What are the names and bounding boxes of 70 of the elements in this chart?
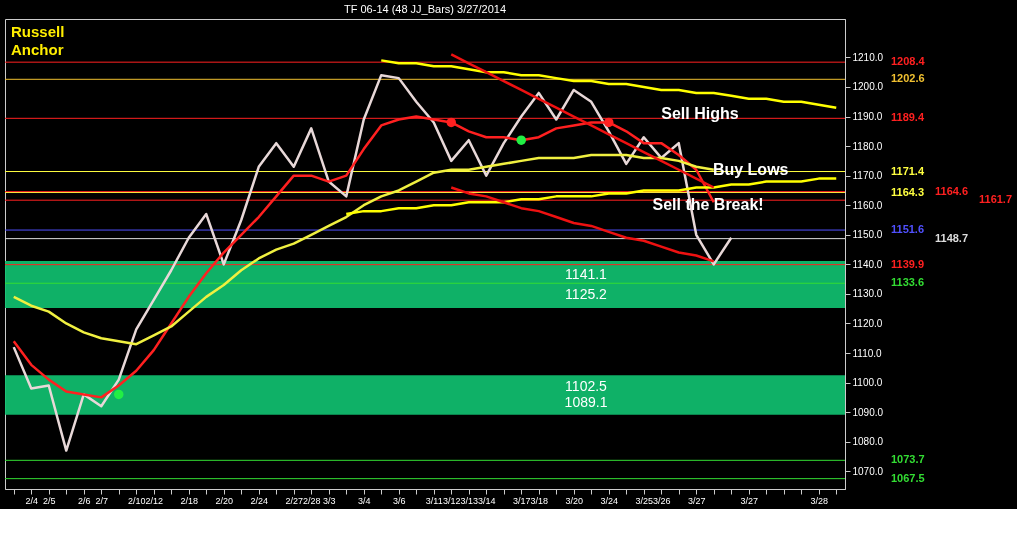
ref-line-label: 1073.7 (891, 453, 925, 466)
x-tick-label: 2/27 (285, 495, 304, 506)
ref-line-label: 1139.9 (891, 257, 925, 270)
y-tick-label: 1160.0 (852, 199, 883, 211)
x-tick-label: 3/20 (565, 495, 584, 506)
x-tick-label: 2/4 (25, 495, 39, 506)
x-tick-label: 2/5 (42, 495, 56, 506)
y-tick-label: 1140.0 (852, 258, 883, 270)
x-tick-label: 3/24 (600, 495, 619, 506)
ref-line-label: 1171.4 (891, 164, 925, 177)
ref-line-label: 1164.6 (935, 184, 969, 197)
y-tick-label: 1190.0 (852, 111, 883, 123)
x-tick-label: 3/14 (477, 495, 496, 506)
x-tick-label: 3/17 (512, 495, 531, 506)
annotation: 1089.1 (564, 394, 608, 411)
ref-line-label: 1067.5 (891, 471, 925, 484)
point (516, 135, 526, 145)
x-tick-label: 2/18 (180, 495, 199, 506)
x-tick-label: 2/20 (215, 495, 234, 506)
y-tick-label: 1210.0 (852, 51, 884, 63)
line-series (380, 59, 838, 109)
x-tick-label: 3/4 (357, 495, 371, 506)
y-tick-label: 1150.0 (852, 229, 883, 241)
point (114, 389, 124, 400)
annotation: 1125.2 (565, 286, 608, 303)
y-tick-label: 1100.0 (852, 377, 883, 389)
x-tick-label: 2/10 (127, 495, 146, 506)
ref-line-label: 1148.7 (935, 231, 969, 244)
y-tick-label: 1090.0 (852, 406, 884, 418)
x-tick-label: 3/27 (687, 495, 706, 506)
annotation: 1141.1 (565, 265, 608, 282)
y-tick-label: 1070.0 (852, 465, 884, 477)
y-tick-label: 1130.0 (852, 288, 883, 300)
annotation: Russell Anchor (11, 23, 65, 58)
x-tick-label: 3/12 (442, 495, 461, 506)
ref-line-label: 1151.6 (891, 223, 925, 236)
ref-line-label: 1208.4 (891, 55, 926, 68)
y-tick-label: 1180.0 (852, 140, 883, 152)
x-tick-label: 2/7 (95, 495, 109, 506)
line-series (345, 177, 838, 216)
annotation: 1102.5 (565, 378, 608, 395)
line-series (450, 186, 715, 263)
ref-line-label: 1161.7 (979, 193, 1013, 206)
x-tick-label: 2/6 (77, 495, 91, 506)
y-tick-label: 1200.0 (852, 81, 884, 93)
y-tick-label: 1110.0 (852, 347, 883, 359)
y-tick-label: 1170.0 (852, 170, 883, 182)
x-tick-label: 3/28 (810, 495, 829, 506)
line-series (12, 153, 715, 346)
ref-line-label: 1189.4 (891, 111, 925, 124)
point (604, 117, 614, 128)
x-tick-label: 2/28 (302, 495, 321, 506)
x-tick-label: 2/12 (145, 495, 164, 506)
x-tick-label: 3/3 (322, 495, 336, 506)
annotation: Sell Highs (661, 104, 739, 122)
point (446, 117, 456, 128)
x-tick-label: 3/6 (392, 495, 406, 506)
y-tick-label: 1080.0 (852, 436, 884, 448)
x-tick-label: 3/25 (635, 495, 654, 506)
ref-line-label: 1133.6 (891, 276, 925, 289)
x-tick-label: 3/18 (530, 495, 549, 506)
x-tick-label: 3/26 (652, 495, 671, 506)
chart-title: TF 06-14 (48 JJ_Bars) 3/27/2014 (343, 3, 507, 15)
ref-line-label: 1202.6 (891, 72, 925, 85)
x-tick-label: 3/27 (740, 495, 759, 506)
y-tick-label: 1120.0 (852, 317, 883, 329)
ref-line-label: 1164.3 (891, 185, 925, 198)
x-tick-label: 3/13 (460, 495, 479, 506)
x-tick-label: 3/11 (425, 495, 443, 506)
x-tick-label: 2/24 (250, 495, 269, 506)
